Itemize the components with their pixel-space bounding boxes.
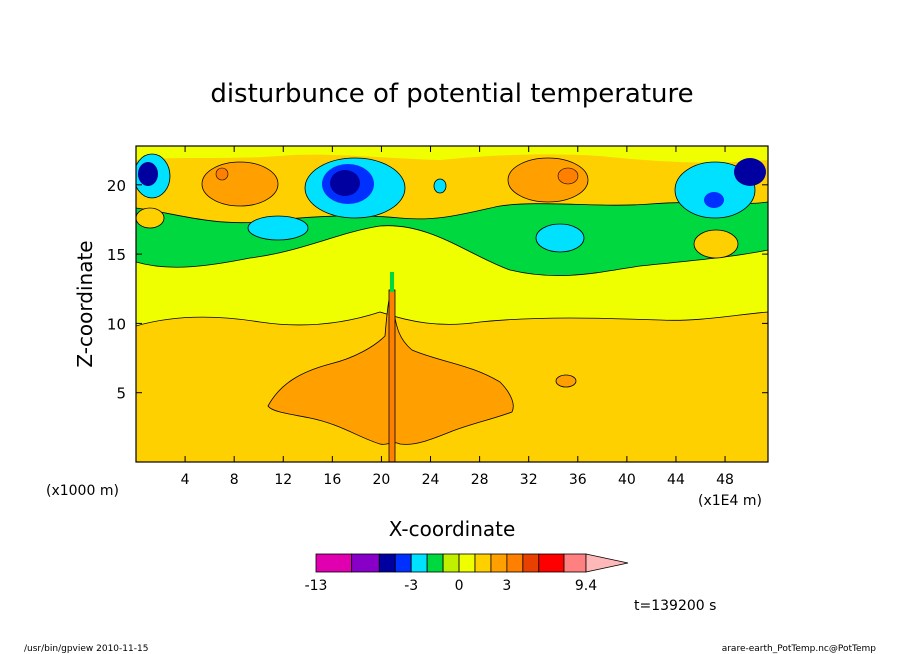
contour-navy-cell-1 [330,170,360,196]
y-tick-label: 15 [107,246,126,264]
colorbar: -13 -3 0 3 9.4 [305,553,629,594]
x-tick-label: 20 [373,472,391,488]
x-tick-label: 28 [471,472,489,488]
contour-navy-cell-2 [138,162,158,186]
contour-cyan-cell-6 [433,178,447,194]
contour-navy-cell-3 [734,158,766,186]
colorbar-extension [585,553,629,573]
y-tick-label: 5 [116,385,126,403]
y-unit-label: (x1E4 m) [698,493,762,509]
contour-cyan-cell-5 [247,215,309,241]
y-tick-label: 20 [107,177,126,195]
colorbar-segment [410,553,428,573]
time-label: t=139200 s [634,598,716,614]
colorbar-segment [426,553,444,573]
plot-frame [135,145,769,463]
x-tick-label: 40 [618,472,636,488]
contour-central-column-tip [390,272,394,292]
x-tick-label: 24 [422,472,440,488]
colorbar-segment [394,553,412,573]
colorbar-segment [315,553,353,573]
contour-cyan-cell-4 [535,223,585,253]
contour-central-column [388,289,396,462]
colorbar-tick-label: 3 [502,578,511,594]
colorbar-segment [522,553,540,573]
colorbar-segment [442,553,460,573]
x-tick-label: 44 [667,472,685,488]
contour-deep-orange-cell-1 [215,167,229,181]
x-tick-label: 32 [520,472,538,488]
colorbar-segment [458,553,476,573]
colorbar-segment [351,553,380,573]
x-tick-label: 4 [181,472,190,488]
x-axis-ticks: 4 8 12 16 20 24 28 32 36 40 44 48 [181,146,734,488]
x-axis-label: X-coordinate [389,517,516,541]
chart-title: disturbunce of potential temperature [210,79,693,109]
footer-right: arare-earth_PotTemp.nc@PotTemp [722,644,877,654]
y-tick-label: 10 [107,315,126,333]
colorbar-segment [474,553,492,573]
footer-left: /usr/bin/gpview 2010-11-15 [24,644,148,654]
colorbar-segment [378,553,396,573]
colorbar-segment [538,553,565,573]
x-tick-label: 8 [230,472,239,488]
colorbar-segment [506,553,524,573]
colorbar-tick-label: -3 [404,578,418,594]
y-axis-label: Z-coordinate [73,240,97,367]
contour-deep-orange-cell-2 [557,167,579,185]
contour-small-orange-blob [555,374,577,388]
contour-orange-cell-3 [136,207,165,229]
colorbar-segment [563,553,587,573]
contour-fill-top-yellow [136,146,768,163]
colorbar-tick-label: -13 [305,578,328,594]
contour-orange-cell-1 [201,161,279,207]
x-unit-label: (x1000 m) [46,483,119,499]
colorbar-segment [490,553,508,573]
contour-blue-cell-3 [704,192,724,208]
x-tick-label: 48 [716,472,734,488]
x-tick-label: 36 [569,472,587,488]
contour-orange-cell-4 [693,229,739,259]
plot-area [136,146,768,462]
colorbar-tick-label: 9.4 [575,578,597,594]
colorbar-tick-label: 0 [455,578,464,594]
y-axis-ticks: 5 10 15 20 [107,177,768,403]
x-tick-label: 16 [323,472,341,488]
x-tick-label: 12 [274,472,292,488]
